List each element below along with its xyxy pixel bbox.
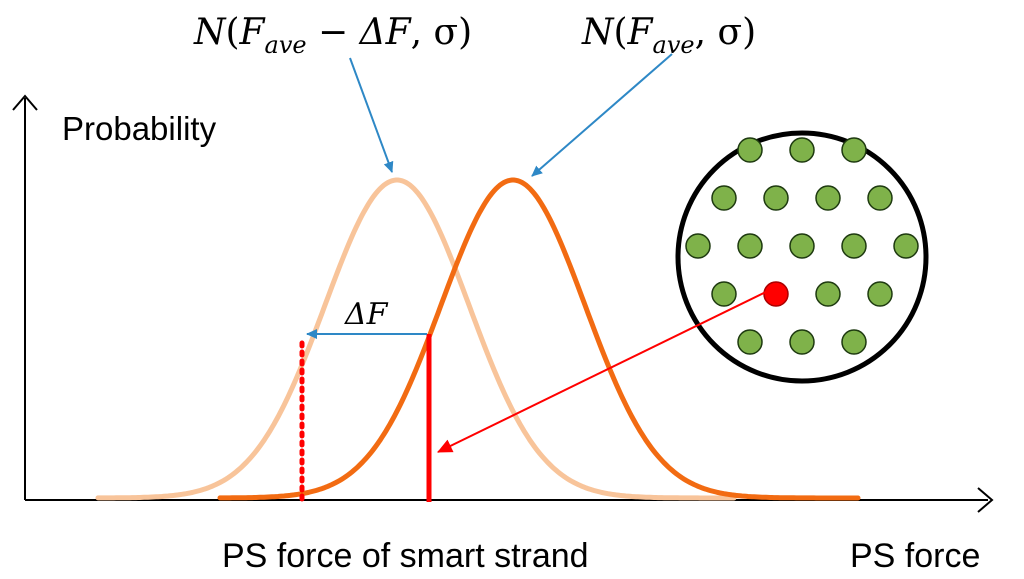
y-axis-label: Probability xyxy=(62,110,217,147)
smart-strand-force-label: PS force of smart strand xyxy=(222,537,589,575)
strand-dot xyxy=(737,137,763,163)
strand-dot xyxy=(737,233,763,259)
shifted-distribution-label: N(Fave − ΔF, σ) xyxy=(193,12,472,59)
x-axis-arrowhead xyxy=(977,487,994,513)
shifted-distribution-curve xyxy=(95,177,737,501)
shifted-callout-arrow xyxy=(349,57,394,173)
smart-strand-pointer-arrow xyxy=(437,286,777,453)
strand-dot xyxy=(737,329,763,355)
strand-dot xyxy=(763,185,789,211)
base-callout-arrow xyxy=(531,53,673,177)
strand-dot xyxy=(841,329,867,355)
x-axis-label: PS force xyxy=(850,537,980,575)
smart-strand-dot xyxy=(763,281,789,307)
strand-dot xyxy=(841,137,867,163)
strand-cross-section xyxy=(675,130,929,384)
strand-dot xyxy=(685,233,711,259)
strand-dot xyxy=(841,233,867,259)
base-distribution-label: N(Fave, σ) xyxy=(581,12,756,59)
y-axis-arrowhead xyxy=(12,94,38,111)
delta-f-label: ΔF xyxy=(344,297,389,332)
strand-dot xyxy=(867,281,893,307)
strand-dot xyxy=(711,281,737,307)
strand-dot xyxy=(789,329,815,355)
base-distribution-curve xyxy=(217,177,861,501)
strand-dot xyxy=(815,185,841,211)
strand-dot xyxy=(893,233,919,259)
strand-dot xyxy=(815,281,841,307)
strand-dot xyxy=(789,137,815,163)
strand-dot xyxy=(867,185,893,211)
strand-dot xyxy=(711,185,737,211)
strand-dot xyxy=(789,233,815,259)
